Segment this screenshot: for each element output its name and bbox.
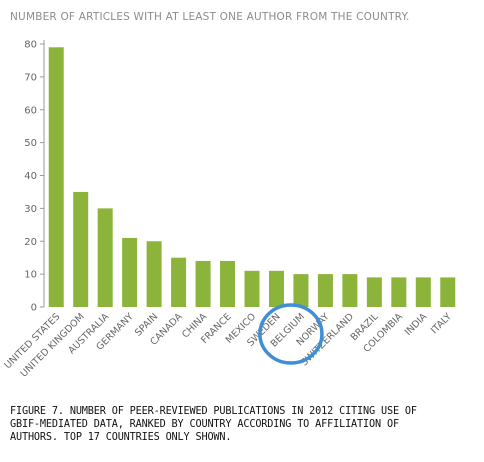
bars	[48, 47, 456, 307]
caption-line: AUTHORS. TOP 17 COUNTRIES ONLY SHOWN.	[10, 432, 232, 443]
y-tick-label: 0	[31, 303, 37, 314]
bar	[342, 274, 358, 307]
bar	[195, 260, 211, 307]
highlight-ring	[258, 303, 324, 365]
figure-caption: FIGURE 7. NUMBER OF PEER-REVIEWED PUBLIC…	[10, 405, 480, 444]
bar	[366, 277, 382, 307]
caption-line: FIGURE 7. NUMBER OF PEER-REVIEWED PUBLIC…	[10, 406, 417, 417]
bar	[97, 208, 113, 307]
y-tick-label: 70	[24, 72, 37, 83]
x-tick-label: ITALY	[429, 311, 454, 336]
y-axis: 0 10 20 30 40 50 60 70 80	[24, 40, 45, 314]
y-tick-label: 60	[24, 105, 37, 116]
y-tick-label: 40	[24, 171, 37, 182]
bar	[122, 237, 138, 307]
y-tick-label: 10	[24, 270, 37, 281]
bar	[391, 277, 407, 307]
bar	[440, 277, 456, 307]
y-tick-label: 30	[24, 204, 37, 215]
bar	[244, 270, 260, 307]
caption-line: GBIF-MEDIATED DATA, RANKED BY COUNTRY AC…	[10, 419, 399, 430]
bar	[415, 277, 431, 307]
y-tick-label: 80	[24, 40, 37, 51]
bar	[220, 260, 236, 307]
chart-title: NUMBER OF ARTICLES WITH AT LEAST ONE AUT…	[10, 11, 410, 23]
bar	[171, 257, 187, 307]
highlight-ring-group	[258, 303, 324, 365]
bar	[317, 274, 333, 307]
bar	[146, 241, 162, 307]
y-tick-label: 20	[24, 237, 37, 248]
bar	[268, 270, 284, 307]
y-tick-label: 50	[24, 138, 37, 149]
x-tick-label: INDIA	[403, 311, 430, 338]
bar	[293, 274, 309, 307]
bar	[73, 191, 89, 307]
bar	[48, 47, 64, 307]
